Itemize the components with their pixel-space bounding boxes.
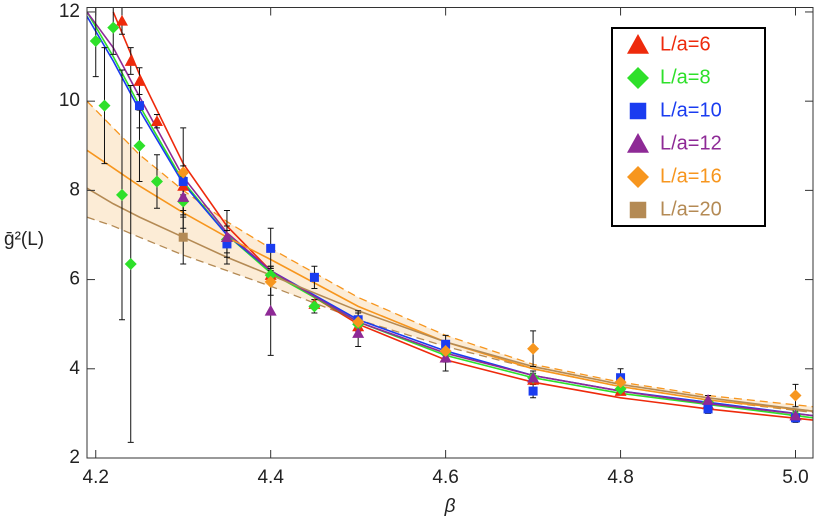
legend-label: L/a=8 xyxy=(660,66,711,88)
marker xyxy=(177,166,190,179)
x-tick-label: 5.0 xyxy=(782,467,808,488)
marker xyxy=(124,55,137,66)
y-tick-label: 8 xyxy=(69,179,80,200)
marker xyxy=(309,272,319,282)
legend-box xyxy=(611,27,766,227)
marker xyxy=(220,231,233,243)
legend-label: L/a=6 xyxy=(660,33,711,55)
marker xyxy=(308,300,321,313)
marker xyxy=(703,404,713,414)
marker xyxy=(789,409,802,421)
marker xyxy=(107,21,120,34)
marker xyxy=(266,243,276,253)
x-tick-label: 4.2 xyxy=(83,467,109,488)
marker xyxy=(352,315,365,328)
legend-marker xyxy=(629,102,647,120)
marker xyxy=(89,34,102,47)
marker xyxy=(264,275,277,288)
marker xyxy=(98,99,111,112)
marker xyxy=(614,376,627,389)
y-tick-label: 2 xyxy=(69,447,80,468)
marker xyxy=(133,75,146,86)
marker xyxy=(178,176,188,186)
fit-line xyxy=(87,11,813,419)
marker xyxy=(264,269,277,282)
legend-marker xyxy=(629,201,647,219)
x-tick-label: 4.4 xyxy=(257,467,284,488)
y-tick-label: 4 xyxy=(69,358,80,379)
x-tick-label: 4.8 xyxy=(607,467,633,488)
marker xyxy=(614,382,627,395)
marker xyxy=(124,257,137,270)
legend-label: L/a=12 xyxy=(660,132,722,154)
marker xyxy=(115,14,128,26)
marker xyxy=(441,339,451,349)
y-tick-label: 12 xyxy=(59,1,80,22)
legend-label: L/a=16 xyxy=(660,165,722,187)
legend-label: L/a=10 xyxy=(660,99,722,121)
marker xyxy=(133,139,146,152)
marker xyxy=(789,389,802,402)
x-axis-label: β xyxy=(444,496,456,517)
marker xyxy=(150,175,163,188)
plot-area xyxy=(87,7,813,443)
plot-frame xyxy=(86,7,814,459)
fit-line xyxy=(87,187,813,412)
marker xyxy=(264,304,277,316)
legend-marker xyxy=(627,166,649,188)
legend-marker xyxy=(627,34,649,54)
marker xyxy=(527,371,540,383)
y-tick-label: 10 xyxy=(59,90,80,111)
legend-marker xyxy=(627,67,649,89)
marker xyxy=(150,115,163,127)
marker xyxy=(222,239,232,249)
marker xyxy=(178,232,188,242)
marker xyxy=(115,188,128,201)
marker xyxy=(352,327,365,338)
x-tick-label: 4.6 xyxy=(432,467,458,488)
y-axis-label: ḡ²(L) xyxy=(4,229,44,250)
marker xyxy=(528,386,538,396)
legend-marker xyxy=(627,133,649,153)
marker xyxy=(702,394,715,405)
marker xyxy=(527,342,540,355)
legend-label: L/a=20 xyxy=(660,198,722,220)
fit-line xyxy=(87,11,813,417)
marker xyxy=(439,344,452,357)
marker xyxy=(177,191,190,202)
fit-band xyxy=(87,101,813,413)
y-tick-label: 6 xyxy=(69,269,80,290)
marker xyxy=(134,101,144,111)
marker xyxy=(439,351,452,363)
